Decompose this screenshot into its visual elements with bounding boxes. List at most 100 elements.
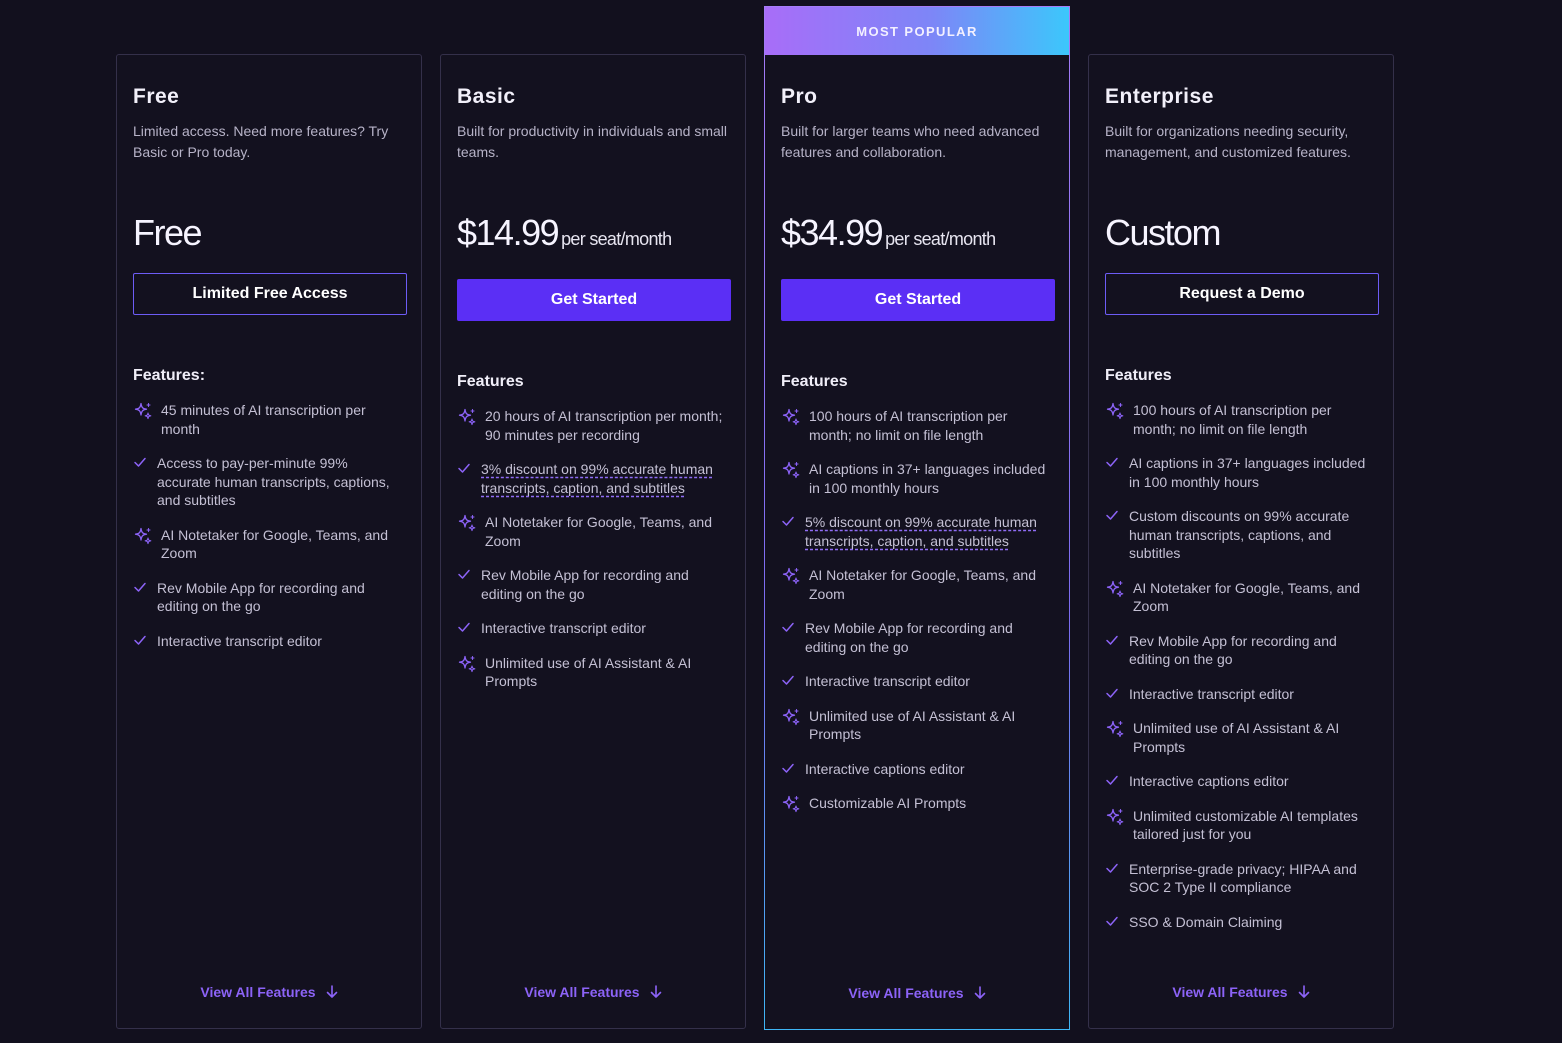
feature-text: Enterprise-grade privacy; HIPAA and SOC … xyxy=(1129,860,1357,896)
view-all-features-label: View All Features xyxy=(1172,984,1288,1000)
feature-item: Rev Mobile App for recording and editing… xyxy=(457,566,729,603)
check-icon xyxy=(1105,508,1121,522)
request-a-demo-button[interactable]: Request a Demo xyxy=(1105,273,1379,315)
feature-text: 45 minutes of AI transcription per month xyxy=(161,402,366,437)
sparkle-icon xyxy=(457,654,477,674)
get-started-button[interactable]: Get Started xyxy=(781,279,1055,321)
features-title: Features xyxy=(457,373,524,390)
feature-text: 100 hours of AI transcription per month;… xyxy=(1133,402,1332,437)
feature-text: Unlimited use of AI Assistant & AI Promp… xyxy=(485,654,692,690)
feature-item: 20 hours of AI transcription per month; … xyxy=(457,407,729,444)
arrow-down-icon xyxy=(326,985,338,999)
feature-text: Unlimited use of AI Assistant & AI Promp… xyxy=(809,707,1016,743)
feature-item: Customizable AI Prompts xyxy=(781,794,1053,814)
price-row: Custom xyxy=(1105,212,1377,262)
sparkle-icon xyxy=(133,401,153,421)
feature-item: Access to pay-per-minute 99% accurate hu… xyxy=(133,454,405,510)
feature-item: 100 hours of AI transcription per month;… xyxy=(781,407,1053,444)
check-icon xyxy=(781,620,797,634)
sparkle-icon xyxy=(133,526,153,546)
sparkle-icon xyxy=(781,407,801,427)
feature-item: Unlimited use of AI Assistant & AI Promp… xyxy=(781,707,1053,744)
check-icon xyxy=(781,514,797,528)
feature-text: Interactive transcript editor xyxy=(481,620,646,636)
plan-description: Built for larger teams who need advanced… xyxy=(781,123,1040,160)
view-all-features-label: View All Features xyxy=(200,984,316,1000)
plan-description: Built for productivity in individuals an… xyxy=(457,123,728,160)
most-popular-banner: MOST POPULAR xyxy=(765,7,1069,55)
feature-item: 100 hours of AI transcription per month;… xyxy=(1105,401,1377,438)
feature-item: Unlimited use of AI Assistant & AI Promp… xyxy=(1105,719,1377,756)
feature-text: AI Notetaker for Google, Teams, and Zoom xyxy=(1133,579,1360,615)
plan-name: Pro xyxy=(781,85,818,108)
feature-item: Interactive transcript editor xyxy=(781,672,1053,691)
check-icon xyxy=(781,673,797,687)
feature-text: AI captions in 37+ languages included in… xyxy=(1129,455,1366,490)
limited-free-access-button[interactable]: Limited Free Access xyxy=(133,273,407,315)
feature-text: Unlimited use of AI Assistant & AI Promp… xyxy=(1133,720,1340,755)
feature-text: Interactive transcript editor xyxy=(1129,685,1294,702)
feature-list: 100 hours of AI transcription per month;… xyxy=(781,407,1053,814)
feature-text[interactable]: 3% discount on 99% accurate human transc… xyxy=(481,461,713,496)
feature-text: Rev Mobile App for recording and editing… xyxy=(157,579,365,615)
feature-item: Rev Mobile App for recording and editing… xyxy=(1105,632,1377,669)
plan-price: $14.99 xyxy=(457,212,560,253)
view-all-features-link[interactable]: View All Features xyxy=(765,985,1069,1001)
features-title: Features: xyxy=(133,367,206,384)
feature-item: Interactive transcript editor xyxy=(457,619,729,638)
feature-text: Interactive captions editor xyxy=(1129,773,1289,789)
view-all-features-link[interactable]: View All Features xyxy=(441,984,745,1000)
arrow-down-icon xyxy=(650,985,662,999)
feature-text: Interactive transcript editor xyxy=(157,632,322,649)
view-all-features-link[interactable]: View All Features xyxy=(1089,984,1393,1000)
plan-description: Limited access. Need more features? Try … xyxy=(133,123,389,160)
sparkle-icon xyxy=(1105,807,1125,827)
feature-item: 3% discount on 99% accurate human transc… xyxy=(457,460,729,497)
sparkle-icon xyxy=(457,407,477,427)
plan-price: Free xyxy=(133,212,203,253)
features-title: Features xyxy=(781,373,848,390)
feature-item: Unlimited use of AI Assistant & AI Promp… xyxy=(457,654,729,691)
feature-text: Rev Mobile App for recording and editing… xyxy=(805,620,1013,655)
feature-text[interactable]: 5% discount on 99% accurate human transc… xyxy=(805,514,1037,549)
price-unit: per seat/month xyxy=(885,229,996,249)
features-title: Features xyxy=(1105,367,1172,384)
feature-item: Rev Mobile App for recording and editing… xyxy=(781,619,1053,656)
price-row: $34.99 per seat/month xyxy=(781,212,1053,262)
check-icon xyxy=(1105,773,1121,787)
feature-list: 45 minutes of AI transcription per month… xyxy=(133,401,405,650)
feature-item: Interactive captions editor xyxy=(781,760,1053,779)
check-icon xyxy=(133,455,149,469)
feature-text: AI Notetaker for Google, Teams, and Zoom xyxy=(809,567,1036,602)
plan-name: Basic xyxy=(457,85,516,108)
view-all-features-label: View All Features xyxy=(524,984,640,1000)
sparkle-icon xyxy=(781,460,801,480)
get-started-button[interactable]: Get Started xyxy=(457,279,731,321)
feature-item: AI Notetaker for Google, Teams, and Zoom xyxy=(133,526,405,563)
feature-text: Interactive captions editor xyxy=(805,760,965,777)
sparkle-icon xyxy=(1105,719,1125,739)
plan-card-pro: MOST POPULAR Pro Built for larger teams … xyxy=(764,6,1070,1030)
plan-name: Free xyxy=(133,85,180,108)
feature-text: Interactive transcript editor xyxy=(805,673,970,689)
check-icon xyxy=(781,761,797,775)
feature-item: 5% discount on 99% accurate human transc… xyxy=(781,513,1053,550)
plan-name: Enterprise xyxy=(1105,85,1214,108)
feature-item: Rev Mobile App for recording and editing… xyxy=(133,579,405,616)
check-icon xyxy=(457,620,473,634)
check-icon xyxy=(457,461,473,475)
feature-text: 100 hours of AI transcription per month;… xyxy=(809,408,1008,443)
feature-item: Interactive captions editor xyxy=(1105,772,1377,791)
feature-item: Interactive transcript editor xyxy=(1105,685,1377,704)
feature-text: Access to pay-per-minute 99% accurate hu… xyxy=(157,455,390,508)
plan-card-free: Free Limited access. Need more features?… xyxy=(116,54,422,1029)
view-all-features-link[interactable]: View All Features xyxy=(117,984,421,1000)
view-all-features-label: View All Features xyxy=(848,985,964,1001)
arrow-down-icon xyxy=(974,986,986,1000)
feature-item: Interactive transcript editor xyxy=(133,632,405,651)
feature-text: 20 hours of AI transcription per month; … xyxy=(485,408,723,443)
feature-item: Enterprise-grade privacy; HIPAA and SOC … xyxy=(1105,860,1377,897)
check-icon xyxy=(133,633,149,647)
sparkle-icon xyxy=(781,566,801,586)
feature-list: 100 hours of AI transcription per month;… xyxy=(1105,401,1377,931)
